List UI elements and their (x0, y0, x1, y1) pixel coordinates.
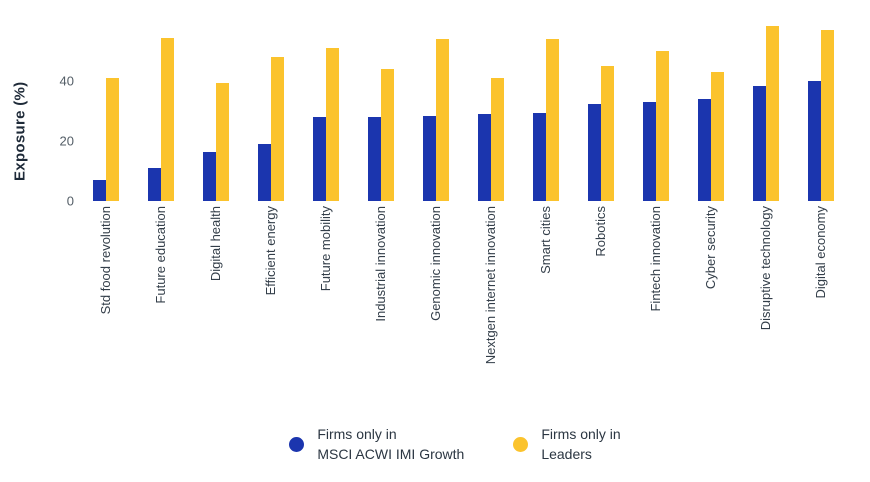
growth-bar (587, 103, 601, 201)
growth-bar (477, 114, 491, 201)
x-axis-category-label: Fintech innovation (648, 206, 663, 312)
legend-label-line: Firms only in (317, 426, 397, 442)
legend-label: Firms only in Leaders (541, 424, 620, 464)
growth-bar (422, 115, 436, 201)
y-tick-label: 0 (66, 193, 74, 209)
growth-bar (147, 168, 161, 201)
x-label-cell: Cyber security (683, 206, 738, 289)
x-label-cell: Digital economy (793, 206, 848, 299)
x-label-cell: Smart cities (518, 206, 573, 274)
leaders-bar (215, 82, 229, 201)
leaders-bar (160, 37, 174, 201)
y-tick-label: 20 (59, 133, 74, 149)
legend-label-line: Firms only in (541, 426, 621, 442)
growth-bar (697, 99, 711, 201)
x-axis-category-label: Nextgen internet innovation (483, 206, 498, 365)
x-axis-category-label: Genomic innovation (428, 206, 443, 321)
legend-label-line: Leaders (541, 446, 592, 462)
growth-bar (257, 144, 271, 201)
bar-group (133, 15, 188, 201)
leaders-bar (435, 39, 449, 201)
x-label-cell: Robotics (573, 206, 628, 257)
leaders-bar (325, 48, 339, 201)
bar-group (518, 15, 573, 201)
legend-item-growth: Firms only in MSCI ACWI IMI Growth (289, 424, 464, 464)
x-axis-category-label: Smart cities (538, 206, 553, 274)
leaders-bar (655, 51, 669, 201)
growth-bar (752, 85, 766, 201)
x-label-cell: Genomic innovation (408, 206, 463, 321)
x-label-cell: Future mobility (298, 206, 353, 291)
x-axis-category-label: Disruptive technology (758, 206, 773, 331)
x-axis-category-label: Future mobility (318, 206, 333, 292)
x-axis-category-label: Efficient energy (263, 206, 278, 296)
x-axis-category-label: Future education (153, 206, 168, 304)
leaders-bar (545, 39, 559, 201)
x-label-cell: Future education (133, 206, 188, 304)
leaders-bar (105, 78, 119, 201)
bar-group (188, 15, 243, 201)
x-label-cell: Std food revolution (78, 206, 133, 314)
bar-group (738, 15, 793, 201)
x-label-cell: Digital health (188, 206, 243, 281)
growth-bar (642, 102, 656, 201)
leaders-bar (490, 78, 504, 201)
growth-bar (312, 117, 326, 201)
x-label-cell: Efficient energy (243, 206, 298, 295)
leaders-bar (600, 66, 614, 201)
legend-label-line: MSCI ACWI IMI Growth (317, 446, 465, 462)
y-tick-label: 40 (59, 73, 74, 89)
x-axis-category-label: Digital economy (813, 206, 828, 299)
legend-label: Firms only in MSCI ACWI IMI Growth (317, 424, 464, 464)
leaders-bar (270, 57, 284, 201)
growth-bar (367, 117, 381, 201)
y-axis-ticks: 0 20 40 (0, 15, 74, 209)
leaders-bar (710, 72, 724, 201)
leaders-bar (765, 25, 779, 201)
x-axis-category-label: Robotics (593, 206, 608, 257)
x-axis-category-label: Cyber security (703, 206, 718, 290)
x-axis-category-label: Industrial innovation (373, 206, 388, 322)
bar-group (573, 15, 628, 201)
growth-bar (807, 81, 821, 201)
bar-group (353, 15, 408, 201)
bar-group (78, 15, 133, 201)
leaders-bar (380, 69, 394, 201)
x-axis-category-label: Std food revolution (98, 206, 113, 315)
legend-item-leaders: Firms only in Leaders (513, 424, 621, 464)
x-axis-category-label: Digital health (208, 206, 223, 282)
leaders-legend-dot-icon (513, 436, 529, 452)
bar-group (683, 15, 738, 201)
leaders-bar (820, 30, 834, 201)
growth-legend-dot-icon (289, 436, 305, 452)
bar-group (628, 15, 683, 201)
x-label-cell: Nextgen internet innovation (463, 206, 518, 364)
bar-group (243, 15, 298, 201)
bar-group (298, 15, 353, 201)
legend: Firms only in MSCI ACWI IMI Growth Firms o… (20, 424, 870, 464)
plot-area (78, 15, 848, 201)
x-label-cell: Industrial innovation (353, 206, 408, 322)
x-axis-labels: Std food revolution Future education Digit… (78, 206, 848, 396)
bar-group (463, 15, 518, 201)
x-label-cell: Fintech innovation (628, 206, 683, 312)
growth-bar (92, 180, 106, 201)
x-label-cell: Disruptive technology (738, 206, 793, 330)
bar-group (793, 15, 848, 201)
growth-bar (532, 112, 546, 201)
growth-bar (202, 151, 216, 201)
bar-group (408, 15, 463, 201)
